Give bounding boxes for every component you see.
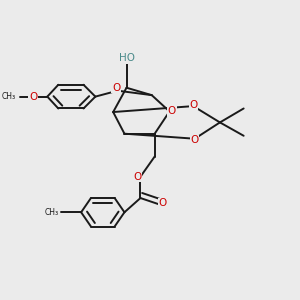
Text: CH₃: CH₃ — [44, 208, 58, 217]
Text: O: O — [29, 92, 37, 102]
Text: HO: HO — [118, 53, 134, 63]
Text: CH₃: CH₃ — [2, 92, 16, 101]
Text: O: O — [159, 198, 167, 208]
Text: O: O — [112, 83, 120, 93]
Text: O: O — [189, 100, 197, 110]
Text: O: O — [168, 106, 176, 116]
Text: O: O — [190, 135, 199, 145]
Text: O: O — [134, 172, 142, 182]
